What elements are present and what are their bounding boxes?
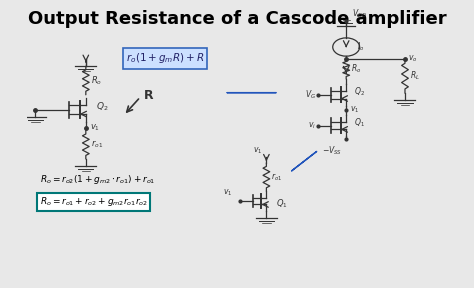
Text: $Q_1$: $Q_1$ xyxy=(276,198,287,210)
Text: $R_o = r_{o1} + r_{o2} + g_{m2} r_{o1} r_{o2}$: $R_o = r_{o1} + r_{o2} + g_{m2} r_{o1} r… xyxy=(40,195,147,208)
Text: $v_o$: $v_o$ xyxy=(408,54,418,64)
Text: $-V_{SS}$: $-V_{SS}$ xyxy=(322,145,342,158)
Text: $Q_2$: $Q_2$ xyxy=(354,86,365,98)
Text: $r_{o1}$: $r_{o1}$ xyxy=(91,139,103,150)
Text: $v_i$: $v_i$ xyxy=(309,120,316,131)
Text: $R_L$: $R_L$ xyxy=(410,70,420,82)
Text: $r_{o1}$: $r_{o1}$ xyxy=(272,171,283,183)
Text: $Q_1$: $Q_1$ xyxy=(354,116,365,129)
Text: $R_o$: $R_o$ xyxy=(351,63,362,75)
Text: $Q_2$: $Q_2$ xyxy=(96,101,109,113)
Text: $v_1$: $v_1$ xyxy=(350,105,360,115)
Text: $\mathbf{R}$: $\mathbf{R}$ xyxy=(143,89,154,102)
Text: $V_{DD}$: $V_{DD}$ xyxy=(353,7,368,20)
Text: $r_o(1+g_m R)+R$: $r_o(1+g_m R)+R$ xyxy=(126,52,204,65)
Text: $R_o$: $R_o$ xyxy=(91,74,102,87)
Text: $R_o = r_{o2}(1 + g_{m2} \cdot r_{o1}) + r_{o1}$: $R_o = r_{o2}(1 + g_{m2} \cdot r_{o1}) +… xyxy=(40,173,155,185)
Text: $I_o$: $I_o$ xyxy=(356,41,364,53)
Text: $v_1$: $v_1$ xyxy=(223,187,232,198)
Text: $v_1$: $v_1$ xyxy=(90,122,100,133)
Text: $V_G$: $V_G$ xyxy=(305,88,316,101)
Text: $v_1$: $v_1$ xyxy=(253,145,263,156)
Text: Output Resistance of a Cascode amplifier: Output Resistance of a Cascode amplifier xyxy=(27,10,447,28)
FancyArrowPatch shape xyxy=(292,151,317,171)
